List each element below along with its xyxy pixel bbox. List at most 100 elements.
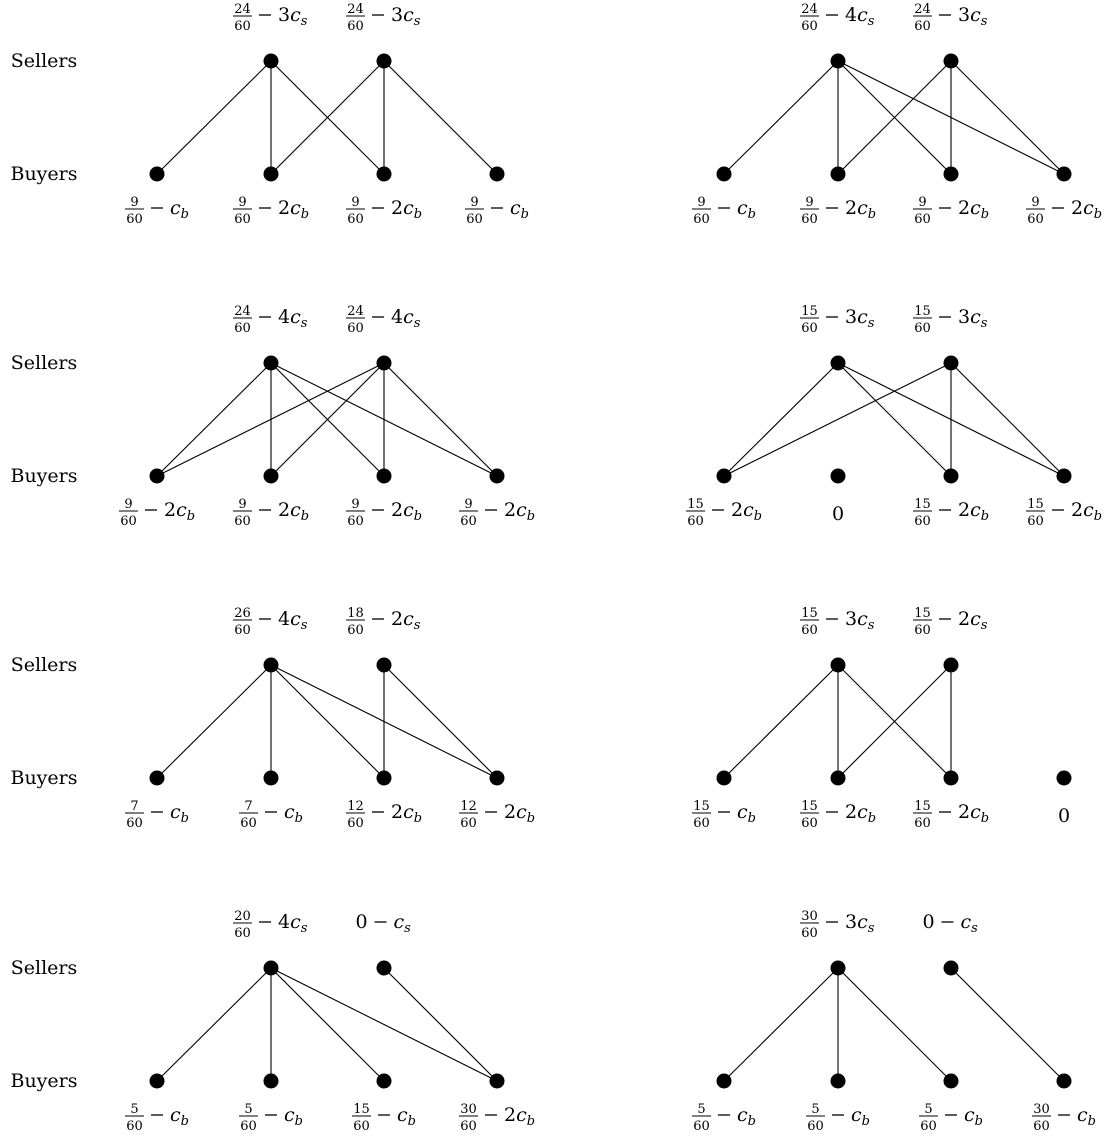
cost-term: 4cs <box>391 306 421 331</box>
edge-seller2-buyer4 <box>950 967 1065 1082</box>
cost-term: cb <box>964 1104 983 1129</box>
fraction-denominator: 60 <box>234 623 251 638</box>
fraction-denominator: 60 <box>801 623 818 638</box>
cost-term: cs <box>394 911 412 936</box>
buyer-payoff-label: 15 60 2cb <box>800 799 876 831</box>
buyer-payoff-label: 5 60 cb <box>692 1102 756 1134</box>
fraction-denominator: 60 <box>693 816 710 831</box>
fraction-numerator: 15 <box>914 606 931 621</box>
buyer-node <box>830 166 846 182</box>
fraction-numerator: 9 <box>124 497 132 512</box>
fraction-denominator: 60 <box>693 1119 710 1134</box>
cost-term: 4cs <box>278 911 308 936</box>
fraction-denominator: 60 <box>460 1119 477 1134</box>
fraction-denominator: 60 <box>353 1119 370 1134</box>
buyer-node <box>830 1073 846 1089</box>
buyer-payoff-label: 9 60 2cb <box>800 195 876 227</box>
buyer-payoff-label: 15 60 2cb <box>913 497 989 529</box>
cost-term: 3cs <box>845 306 875 331</box>
seller-node <box>830 53 846 69</box>
buyer-node <box>716 468 732 484</box>
fraction-numerator: 5 <box>244 1102 252 1117</box>
edge-seller1-buyer3 <box>270 967 385 1082</box>
seller-payoff-label: 24 60 3cs <box>346 2 421 34</box>
fraction-denominator: 60 <box>240 1119 257 1134</box>
buyer-node <box>943 468 959 484</box>
fraction-numerator: 9 <box>238 497 246 512</box>
fraction-numerator: 7 <box>244 799 252 814</box>
fraction-numerator: 9 <box>130 195 138 210</box>
fraction-denominator: 60 <box>347 623 364 638</box>
buyer-node <box>489 468 505 484</box>
buyers-row-label: Buyers <box>10 1070 77 1092</box>
buyer-payoff-label: 15 60 cb <box>692 799 756 831</box>
buyer-node <box>1056 1073 1072 1089</box>
buyer-node <box>716 166 732 182</box>
fraction-denominator: 60 <box>126 816 143 831</box>
cost-term: 2cb <box>504 1104 535 1129</box>
seller-payoff-label: 24 60 4cs <box>800 2 875 34</box>
cost-term: 2cb <box>845 197 876 222</box>
cost-term: 2cb <box>1071 499 1102 524</box>
fraction-numerator: 9 <box>697 195 705 210</box>
buyer-node <box>376 1073 392 1089</box>
fraction-denominator: 60 <box>801 19 818 34</box>
buyer-payoff-label: 0 <box>1058 805 1070 827</box>
fraction-numerator: 5 <box>697 1102 705 1117</box>
fraction-denominator: 60 <box>801 212 818 227</box>
fraction-numerator: 5 <box>130 1102 138 1117</box>
seller-payoff-label: 24 60 4cs <box>233 304 308 336</box>
buyer-node <box>716 770 732 786</box>
cost-term: 2cb <box>391 499 422 524</box>
fraction-numerator: 9 <box>351 497 359 512</box>
cost-term: cb <box>737 197 756 222</box>
fraction-denominator: 60 <box>126 1119 143 1134</box>
buyer-payoff-label: 9 60 cb <box>692 195 756 227</box>
cost-term: cb <box>397 1104 416 1129</box>
buyer-node <box>149 1073 165 1089</box>
edge-seller2-buyer2 <box>837 60 952 175</box>
seller-node <box>830 355 846 371</box>
buyer-node <box>489 1073 505 1089</box>
seller-payoff-label: 0 cs <box>356 911 412 936</box>
seller-node <box>943 960 959 976</box>
fraction-denominator: 60 <box>920 1119 937 1134</box>
seller-payoff-label: 26 60 4cs <box>233 606 308 638</box>
fraction-numerator: 15 <box>1027 497 1044 512</box>
fraction-denominator: 60 <box>234 321 251 336</box>
cost-term: 4cs <box>278 306 308 331</box>
fraction-denominator: 60 <box>347 514 364 529</box>
cost-term: 4cs <box>845 4 875 29</box>
fraction-denominator: 60 <box>234 926 251 941</box>
fraction-numerator: 24 <box>347 304 364 319</box>
market-diagram-1: 24 60 3cs 24 60 3cs 9 60 cb 9 60 2cb 9 60 2cb 9 60 cb <box>125 2 529 227</box>
fraction-denominator: 60 <box>347 19 364 34</box>
buyer-node <box>1056 166 1072 182</box>
fraction-denominator: 60 <box>914 212 931 227</box>
seller-node <box>830 657 846 673</box>
edge-seller1-buyer1 <box>156 60 272 175</box>
fraction-numerator: 24 <box>234 304 251 319</box>
fraction-denominator: 60 <box>801 926 818 941</box>
cost-term: 2cb <box>164 499 195 524</box>
fraction-numerator: 9 <box>464 497 472 512</box>
cost-term: 2cb <box>731 499 762 524</box>
fraction-denominator: 60 <box>914 514 931 529</box>
seller-payoff-label: 30 60 3cs <box>800 909 875 941</box>
fraction-numerator: 30 <box>1033 1102 1050 1117</box>
buyer-payoff-label: 9 60 2cb <box>346 195 422 227</box>
buyers-row-label: Buyers <box>10 163 77 185</box>
buyer-payoff-label: 9 60 2cb <box>233 195 309 227</box>
buyer-payoff-label: 9 60 2cb <box>913 195 989 227</box>
cost-term: cb <box>284 1104 303 1129</box>
cost-term: cb <box>1077 1104 1096 1129</box>
seller-payoff-label: 15 60 2cs <box>913 606 988 638</box>
cost-term: 2cb <box>278 499 309 524</box>
seller-node <box>943 657 959 673</box>
cost-term: 2cb <box>958 197 989 222</box>
edge-seller1-buyer3 <box>837 967 952 1082</box>
seller-payoff-label: 18 60 2cs <box>346 606 421 638</box>
fraction-denominator: 60 <box>1027 514 1044 529</box>
fraction-numerator: 18 <box>347 606 364 621</box>
edge-seller1-buyer4 <box>270 967 498 1082</box>
